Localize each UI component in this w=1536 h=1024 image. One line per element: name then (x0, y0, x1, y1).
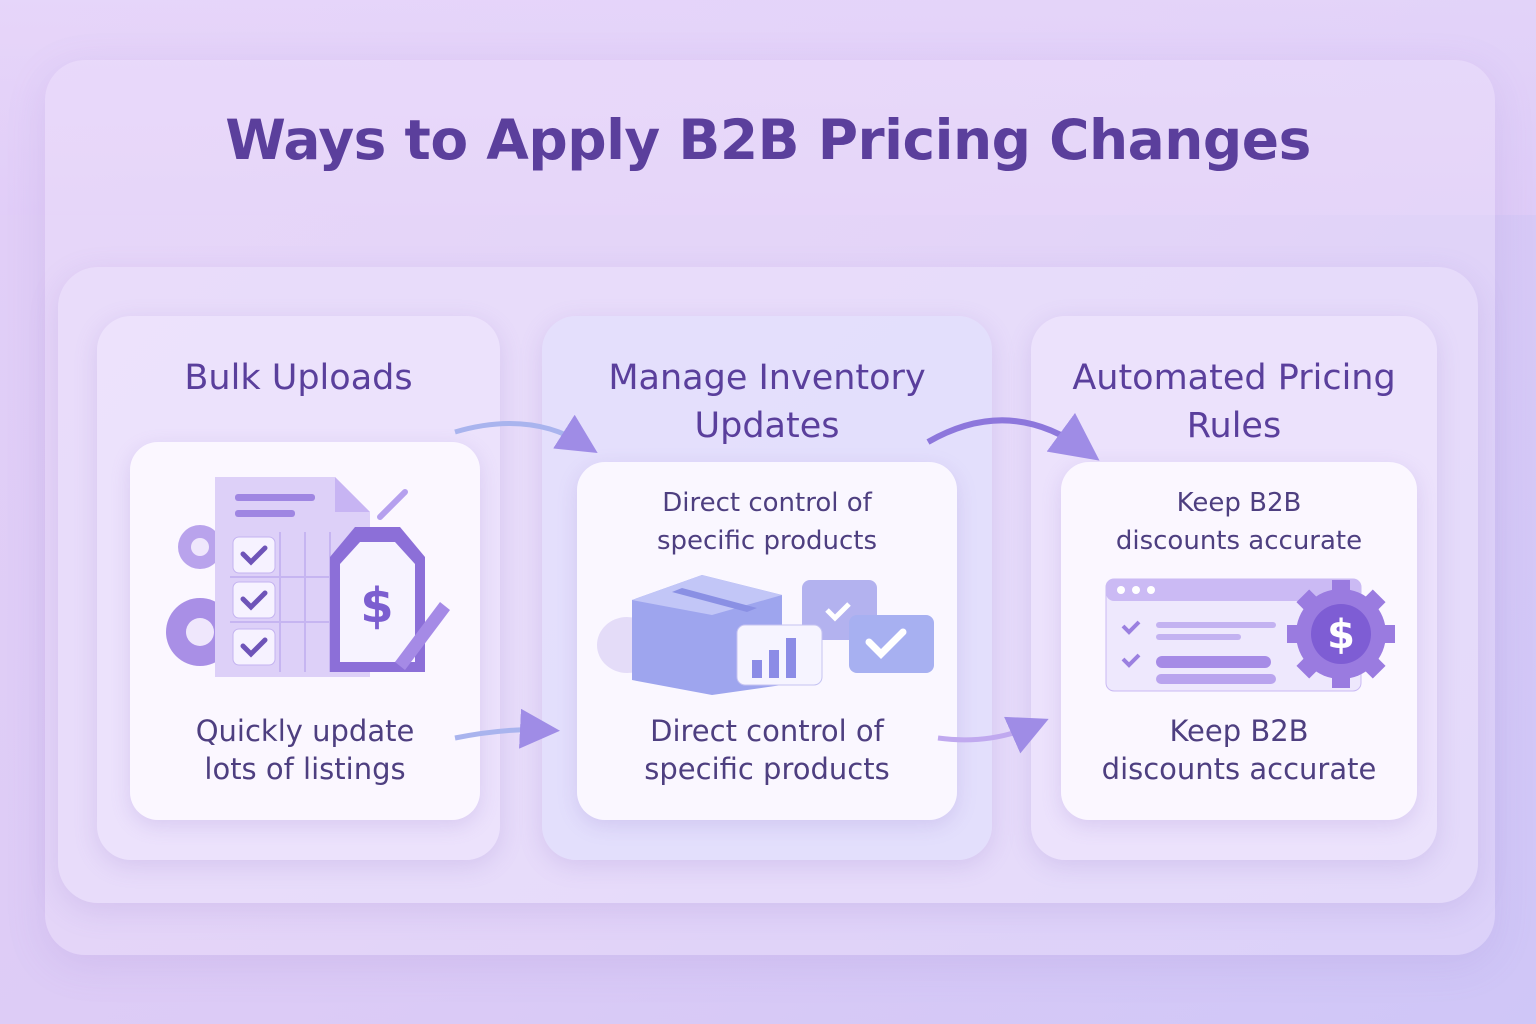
page-title: Ways to Apply B2B Pricing Changes (225, 108, 1311, 172)
card-title-line1: Automated Pricing (1072, 358, 1396, 398)
card-title-line1: Manage Inventory (608, 358, 926, 398)
card-content: $ Quickly update lots of listings (130, 442, 480, 820)
spreadsheet-price-tag-icon: $ (166, 477, 450, 677)
card-caption-line1: Quickly update (195, 714, 415, 748)
card-title-line2: Updates (694, 406, 840, 446)
card-subtitle-line2: discounts accurate (1115, 526, 1363, 556)
card-caption-line2: discounts accurate (1101, 752, 1377, 786)
card-subtitle-line2: specific products (656, 526, 878, 556)
header-band (0, 0, 1536, 215)
card-title-line2: Rules (1186, 406, 1282, 446)
card-subtitle-line1: Keep B2B (1176, 488, 1302, 518)
card-title: Bulk Uploads (184, 358, 413, 398)
card-caption-line2: specific products (644, 752, 890, 786)
card-caption-line1: Keep B2B (1169, 714, 1309, 748)
svg-text:$: $ (1327, 612, 1355, 658)
svg-text:$: $ (360, 578, 393, 634)
card-caption-line2: lots of listings (204, 752, 406, 786)
card-subtitle-line1: Direct control of (662, 488, 872, 518)
card-bulk-uploads: Bulk Uploads $ Quickly update lots of li… (97, 316, 500, 860)
card-manage-inventory: Manage Inventory Updates Direct control … (542, 316, 992, 860)
browser-gear-dollar-icon: $ (1105, 578, 1395, 692)
card-automated-pricing: Automated Pricing Rules Keep B2B discoun… (1031, 316, 1437, 860)
card-content: Keep B2B discounts accurate $ Keep B2B d… (1061, 462, 1417, 820)
card-content: Direct control of specific products Dire… (577, 462, 957, 820)
box-chart-check-icon (597, 575, 934, 695)
card-caption-line1: Direct control of (650, 714, 884, 748)
